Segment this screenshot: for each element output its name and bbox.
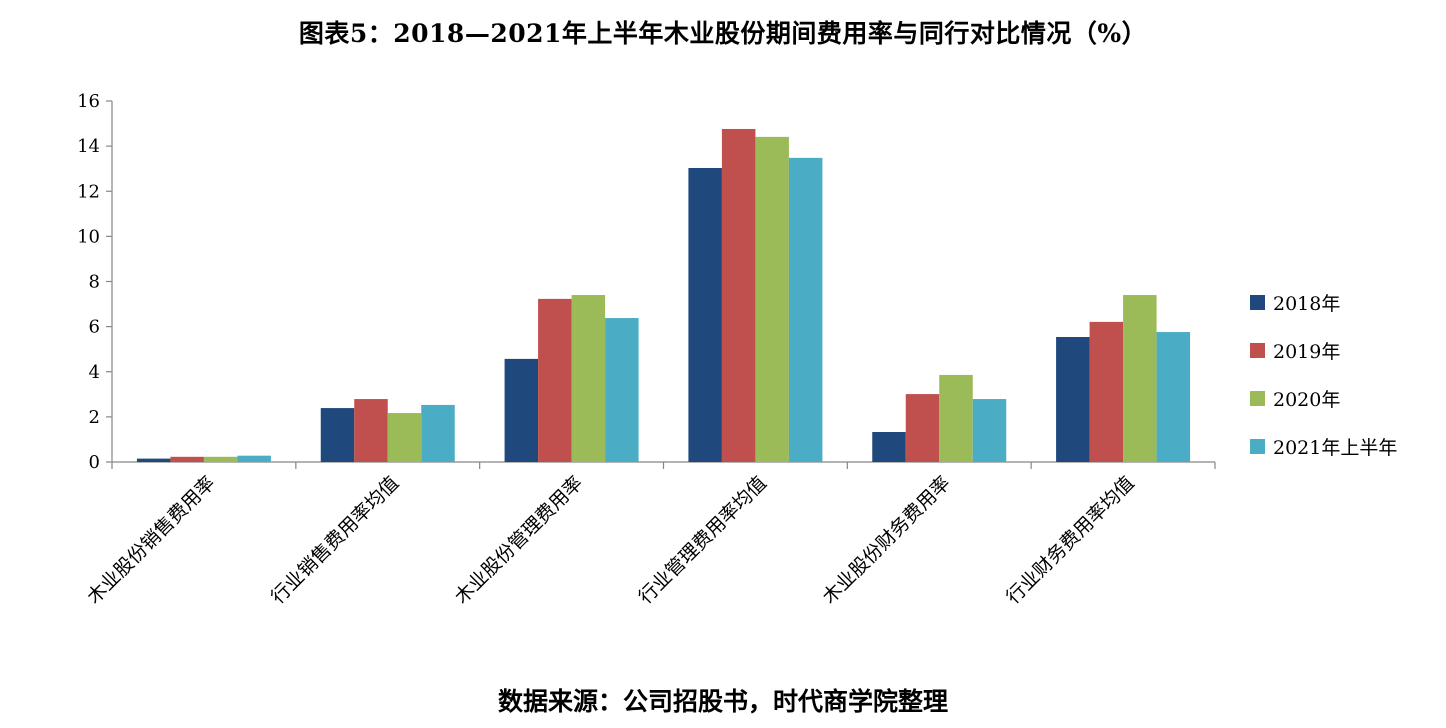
category-label: 行业财务费用率均值 xyxy=(1002,472,1138,608)
bar xyxy=(421,404,455,462)
bar xyxy=(688,168,722,462)
legend-label: 2020年 xyxy=(1273,388,1341,411)
y-tick-label: 4 xyxy=(89,362,100,383)
legend-item-2021h1: 2021年上半年 xyxy=(1250,434,1398,459)
bar xyxy=(905,394,940,462)
bar xyxy=(571,295,606,462)
category-label: 木业股份管理费用率 xyxy=(451,472,587,608)
legend-item-2020: 2020年 xyxy=(1250,386,1397,411)
y-tick-label: 0 xyxy=(89,452,100,473)
bar xyxy=(170,456,204,462)
bar xyxy=(1123,295,1157,462)
legend-item-2019: 2019年 xyxy=(1250,338,1397,363)
x-axis xyxy=(111,461,1216,469)
bar xyxy=(788,157,823,463)
bar xyxy=(387,413,422,462)
bar xyxy=(972,399,1007,462)
bar xyxy=(136,458,171,462)
bar xyxy=(1156,332,1191,462)
bars xyxy=(136,128,1191,463)
legend-label: 2021年上半年 xyxy=(1273,436,1398,459)
category-label: 木业股份财务费用率 xyxy=(818,472,954,608)
y-tick-label: 12 xyxy=(77,181,100,202)
bar xyxy=(237,455,271,462)
legend-item-2018: 2018年 xyxy=(1250,290,1397,315)
legend-swatch-icon xyxy=(1250,294,1265,310)
legend-label: 2018年 xyxy=(1273,292,1341,315)
bar xyxy=(755,136,789,462)
bar xyxy=(721,128,756,463)
bar xyxy=(939,374,973,462)
y-tick-label: 16 xyxy=(77,91,100,112)
bar xyxy=(1056,337,1090,462)
category-labels: 木业股份销售费用率 行业销售费用率均值 木业股份管理费用率 行业管理费用率均值 木业股份… xyxy=(83,472,1139,608)
legend-swatch-icon xyxy=(1250,390,1265,406)
category-label: 行业销售费用率均值 xyxy=(267,472,403,608)
bar xyxy=(605,318,639,462)
y-tick-label: 10 xyxy=(77,226,100,247)
category-label: 木业股份销售费用率 xyxy=(83,472,219,608)
y-axis: 0 2 4 6 8 10 12 14 16 xyxy=(77,91,113,473)
y-tick-label: 14 xyxy=(77,136,100,157)
chart-title: 图表5：2018—2021年上半年木业股份期间费用率与同行对比情况（%） xyxy=(298,19,1148,48)
bar xyxy=(538,298,572,462)
bar xyxy=(354,399,388,462)
legend-label: 2019年 xyxy=(1273,340,1341,363)
legend-swatch-icon xyxy=(1250,438,1265,454)
bar xyxy=(872,431,906,462)
bar xyxy=(1089,321,1124,462)
legend: 2018年 2019年 2020年 2021年上半年 xyxy=(1250,290,1397,482)
data-source-note: 数据来源：公司招股书，时代商学院整理 xyxy=(497,687,948,716)
bar xyxy=(203,456,238,462)
y-tick-label: 8 xyxy=(89,272,100,293)
bar xyxy=(504,358,539,462)
y-tick-label: 6 xyxy=(89,317,100,338)
category-label: 行业管理费用率均值 xyxy=(634,472,770,608)
legend-swatch-icon xyxy=(1250,342,1265,358)
bar xyxy=(320,408,355,462)
y-tick-label: 2 xyxy=(89,407,100,428)
